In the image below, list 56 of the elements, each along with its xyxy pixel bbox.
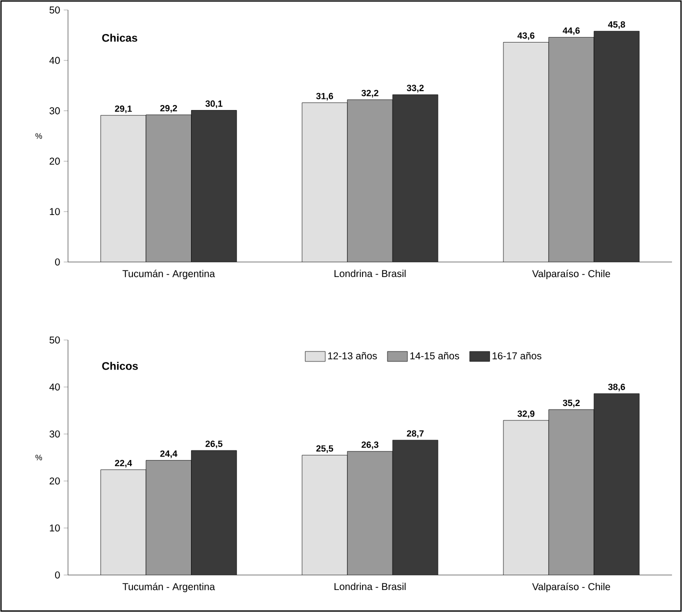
data-label: 31,6 (316, 92, 334, 101)
y-tick-label: 50 (50, 336, 60, 344)
y-tick-label: 10 (50, 524, 60, 532)
data-label: 22,4 (114, 460, 132, 468)
bar (302, 455, 348, 575)
y-tick-label: 20 (50, 158, 60, 165)
y-tick-label: 20 (50, 477, 60, 485)
data-label: 29,1 (114, 105, 132, 114)
y-tick-label: 50 (50, 6, 60, 14)
text: Chicas (102, 34, 138, 42)
x-tick-label: Londrina - Brasil (334, 270, 406, 278)
x-tick-label: Valparaíso - Chile (532, 270, 610, 280)
data-label: 26,3 (362, 442, 378, 450)
data-label: 32,2 (361, 90, 378, 98)
bar (146, 460, 192, 575)
data-label: 24,4 (160, 450, 178, 458)
data-label: 26,5 (206, 440, 222, 448)
bar (347, 451, 393, 575)
data-label: 33,2 (406, 84, 424, 92)
data-label: 25,5 (316, 445, 334, 453)
data-label: 28,7 (406, 430, 424, 438)
legend-label: 14-15 años (410, 352, 460, 360)
data-label: 45,8 (608, 21, 626, 29)
x-tick-label: Valparaíso - Chile (532, 582, 610, 592)
data-label: 32,9 (518, 410, 534, 418)
y-tick-label: 40 (49, 56, 60, 64)
legend-label: 16-17 años (492, 352, 542, 360)
data-label: 35,2 (562, 400, 580, 408)
x-tick-label: Londrina - Brasil (334, 582, 406, 590)
bar (503, 420, 549, 575)
data-label: 38,6 (608, 384, 626, 392)
bar (594, 30, 640, 262)
y-tick-label: 0 (55, 571, 60, 579)
bar (347, 100, 393, 262)
bar (548, 37, 594, 262)
bar (100, 470, 146, 575)
y-tick-label: 0 (55, 258, 60, 266)
bar (146, 114, 192, 262)
data-label: 44,6 (562, 27, 580, 36)
data-label: 43,6 (517, 32, 534, 40)
bar (594, 393, 640, 575)
data-label: 29,2 (160, 104, 178, 113)
data-label: 30,1 (205, 100, 222, 108)
bar (191, 450, 237, 575)
bar (548, 409, 594, 575)
x-tick-label: Tucumán - Argentina (122, 582, 215, 592)
text: Chicos (102, 362, 138, 370)
bar (392, 94, 438, 262)
y-tick-label: 40 (49, 383, 60, 391)
bar (191, 110, 237, 262)
y-tick-label: 30 (50, 430, 60, 438)
y-tick-label: 30 (50, 107, 60, 114)
legend-label: 12-13 años (328, 352, 377, 360)
x-tick-label: Tucumán - Argentina (122, 270, 215, 280)
y-tick-label: 10 (50, 208, 60, 216)
bar (392, 440, 438, 575)
